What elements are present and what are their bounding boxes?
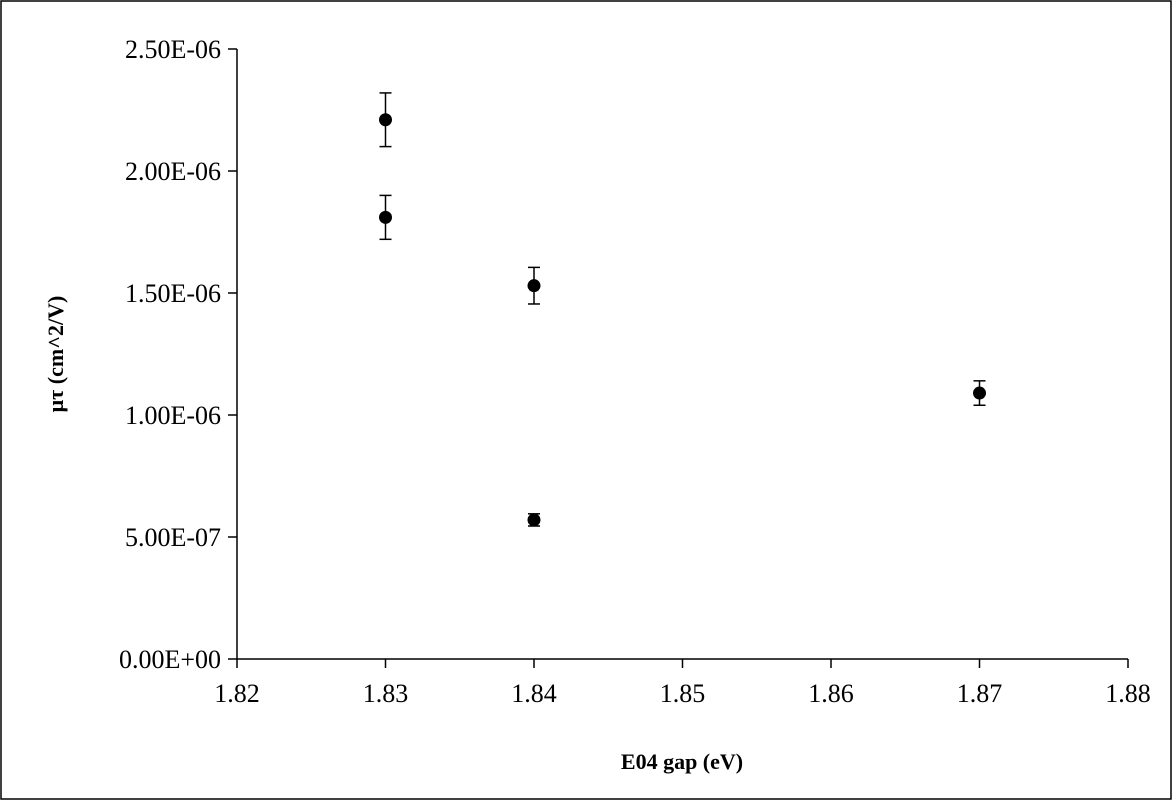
y-tick-label: 1.50E-06 [125,279,221,308]
x-tick-label: 1.85 [660,679,706,708]
y-axis-ticks: 0.00E+00 5.00E-07 1.00E-06 1.50E-06 2.00E-06… [119,35,237,674]
x-tick-label: 1.82 [214,679,260,708]
data-marker [527,513,541,527]
data-point [527,266,541,305]
data-marker [973,386,986,400]
y-tick-label: 1.00E-06 [125,401,221,430]
y-tick-label: 2.50E-06 [125,35,221,64]
data-marker [379,210,392,224]
x-tick-label: 1.87 [957,679,1003,708]
y-axis-title: μτ (cm^2/V) [43,296,68,413]
data-point [379,92,392,148]
y-tick-label: 2.00E-06 [125,157,221,186]
data-point [973,380,986,406]
data-point [379,194,392,241]
data-marker [379,113,392,127]
data-marker [527,279,541,293]
x-tick-label: 1.88 [1105,679,1151,708]
x-tick-label: 1.83 [363,679,409,708]
x-tick-label: 1.84 [511,679,557,708]
x-tick-label: 1.86 [808,679,854,708]
x-axis-ticks: 1.82 1.83 1.84 1.85 1.86 1.87 1.88 [214,659,1151,708]
data-point [527,513,541,527]
y-tick-label: 5.00E-07 [125,523,221,552]
y-tick-label: 0.00E+00 [119,645,221,674]
x-axis-title: E04 gap (eV) [621,749,743,774]
data-points [379,92,986,527]
